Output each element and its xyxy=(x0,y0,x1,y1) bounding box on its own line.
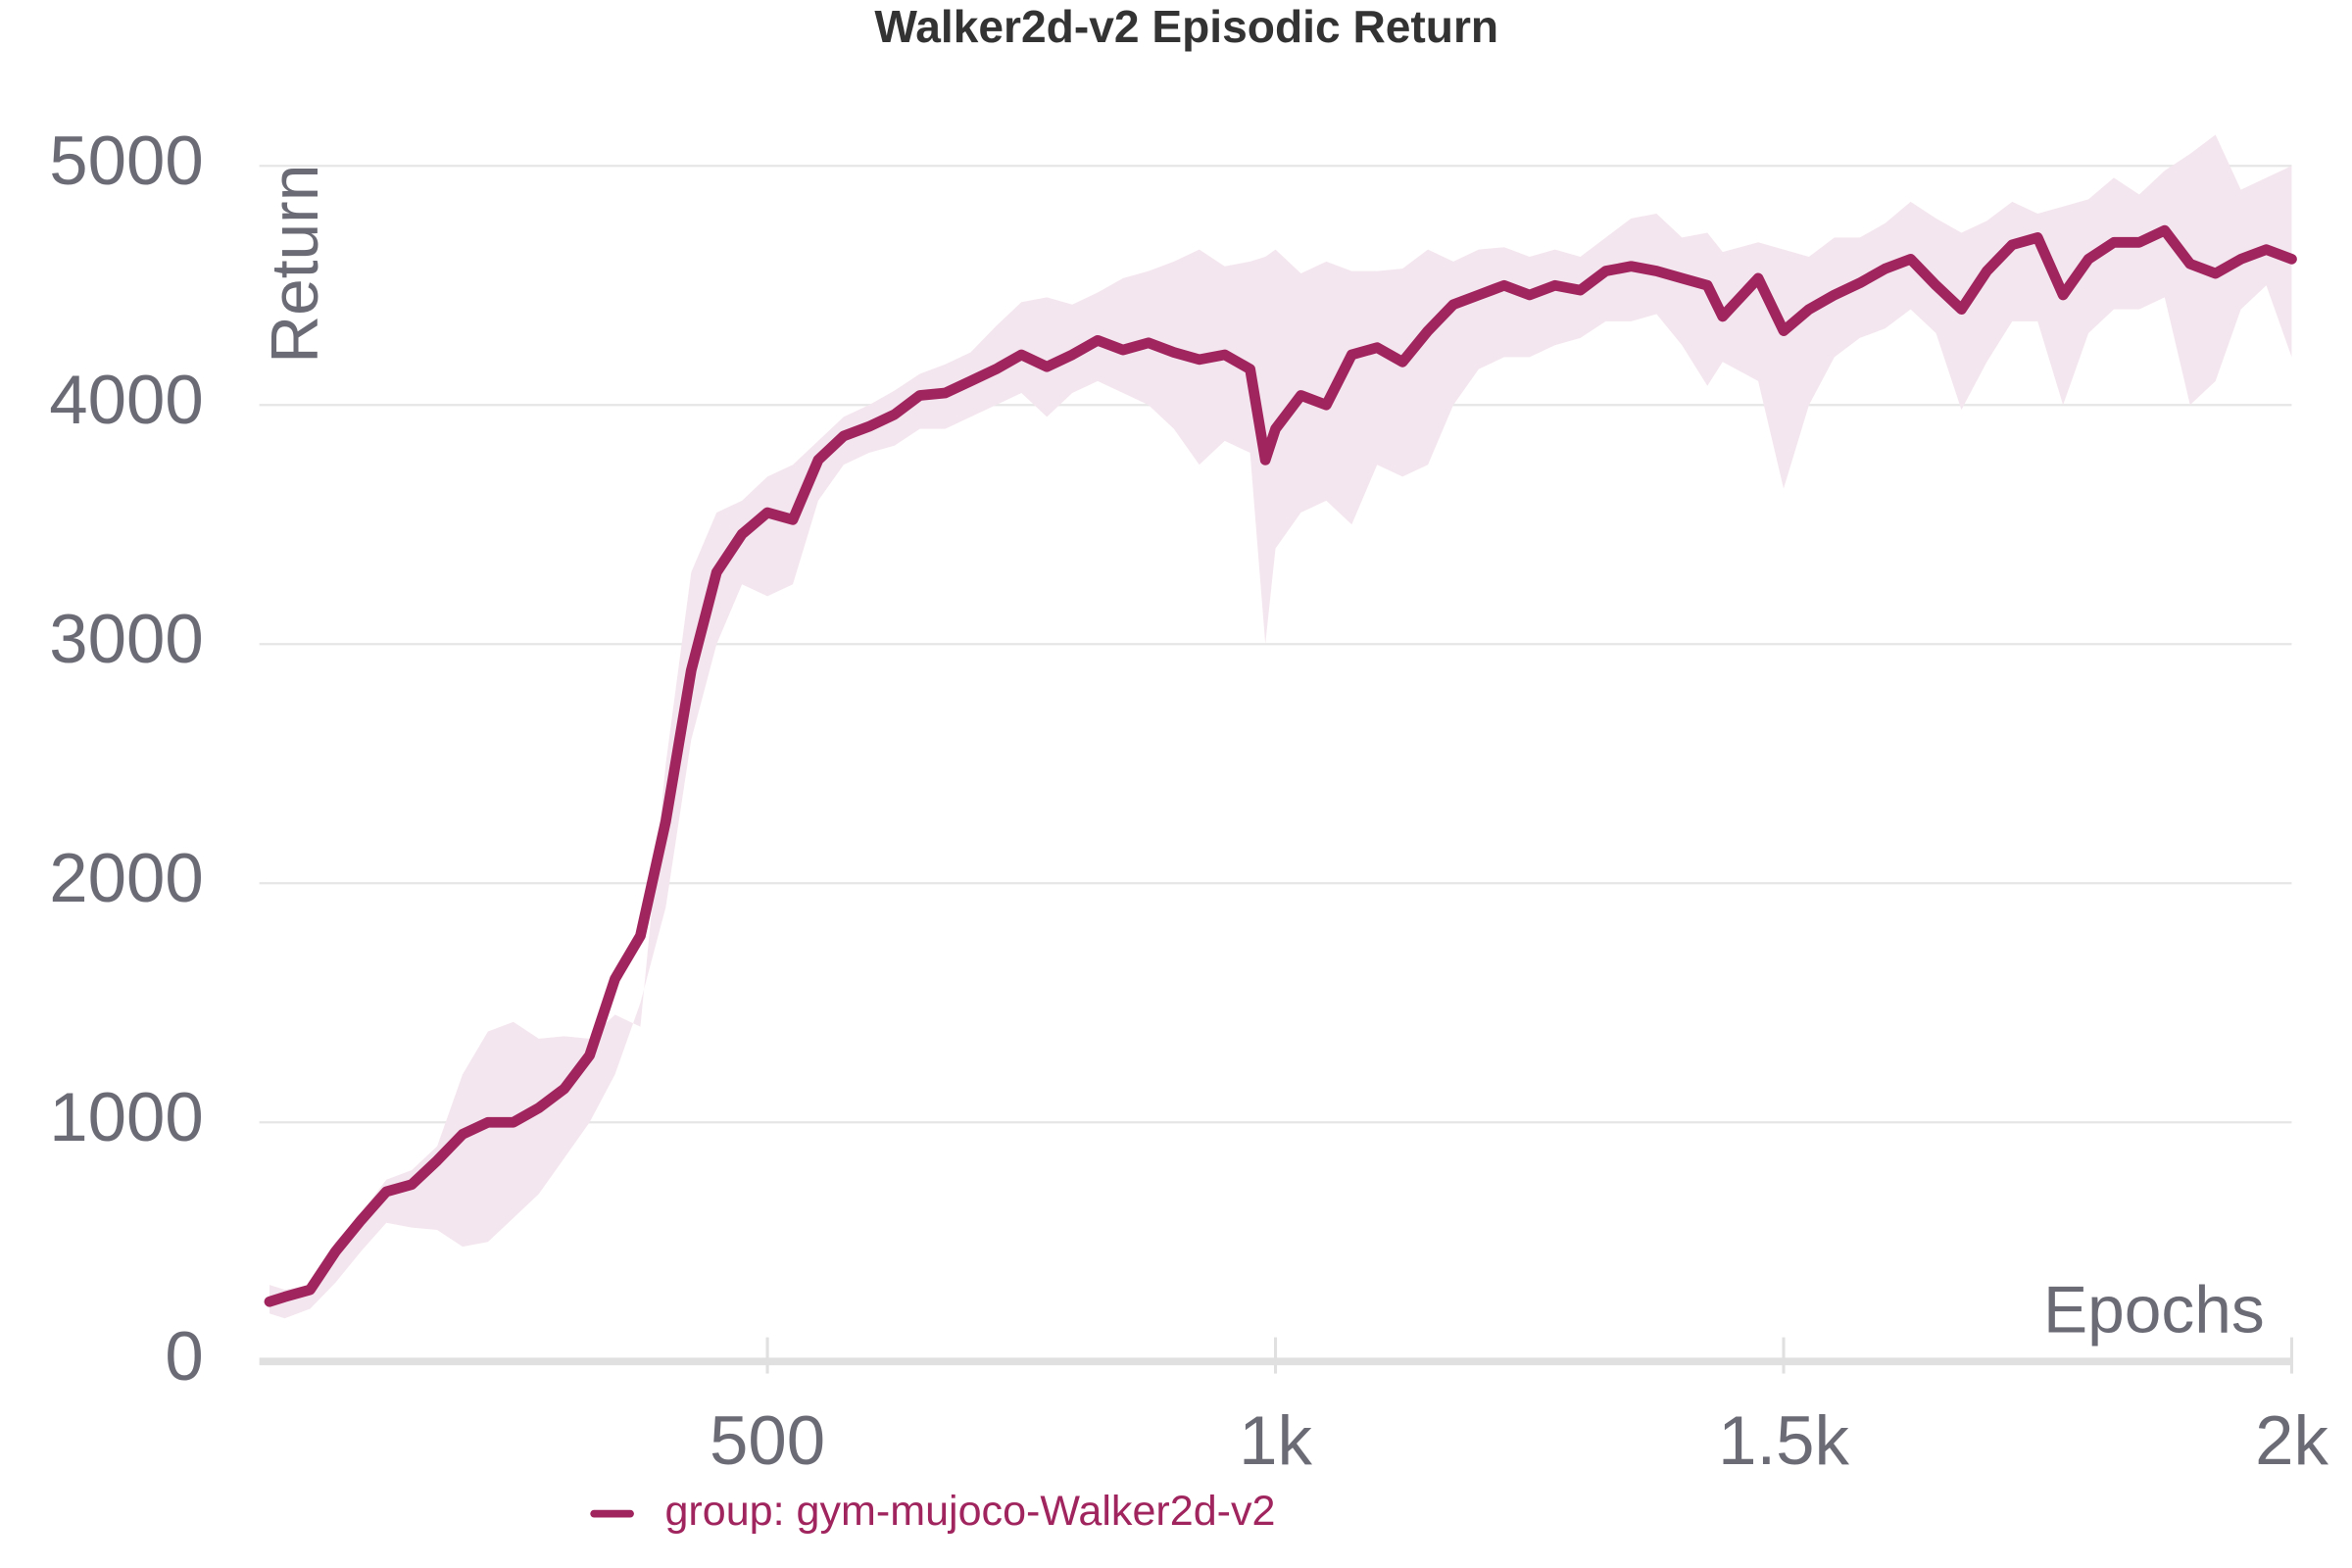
y-tick-label: 0 xyxy=(165,1317,203,1395)
x-tick-label: 2k xyxy=(2255,1401,2328,1479)
band xyxy=(269,134,2292,1319)
series-line xyxy=(264,224,2297,1307)
chart-title: Walker2d-v2 Episodic Return xyxy=(874,1,1498,52)
x-tick-label: 500 xyxy=(710,1401,825,1479)
x-tick-label: 1k xyxy=(1239,1401,1312,1479)
x-tick-label: 1.5k xyxy=(1718,1401,1849,1479)
y-tick-label: 4000 xyxy=(49,361,203,438)
y-tick-label: 2000 xyxy=(49,839,203,916)
y-tick-label: 5000 xyxy=(49,122,203,199)
y-tick-label: 1000 xyxy=(49,1078,203,1155)
x-axis-label: Epochs xyxy=(2043,1273,2265,1347)
legend-label: group: gym-mujoco-Walker2d-v2 xyxy=(664,1488,1275,1535)
y-tick-label: 3000 xyxy=(49,600,203,677)
y-axis-label: Return xyxy=(259,165,332,364)
